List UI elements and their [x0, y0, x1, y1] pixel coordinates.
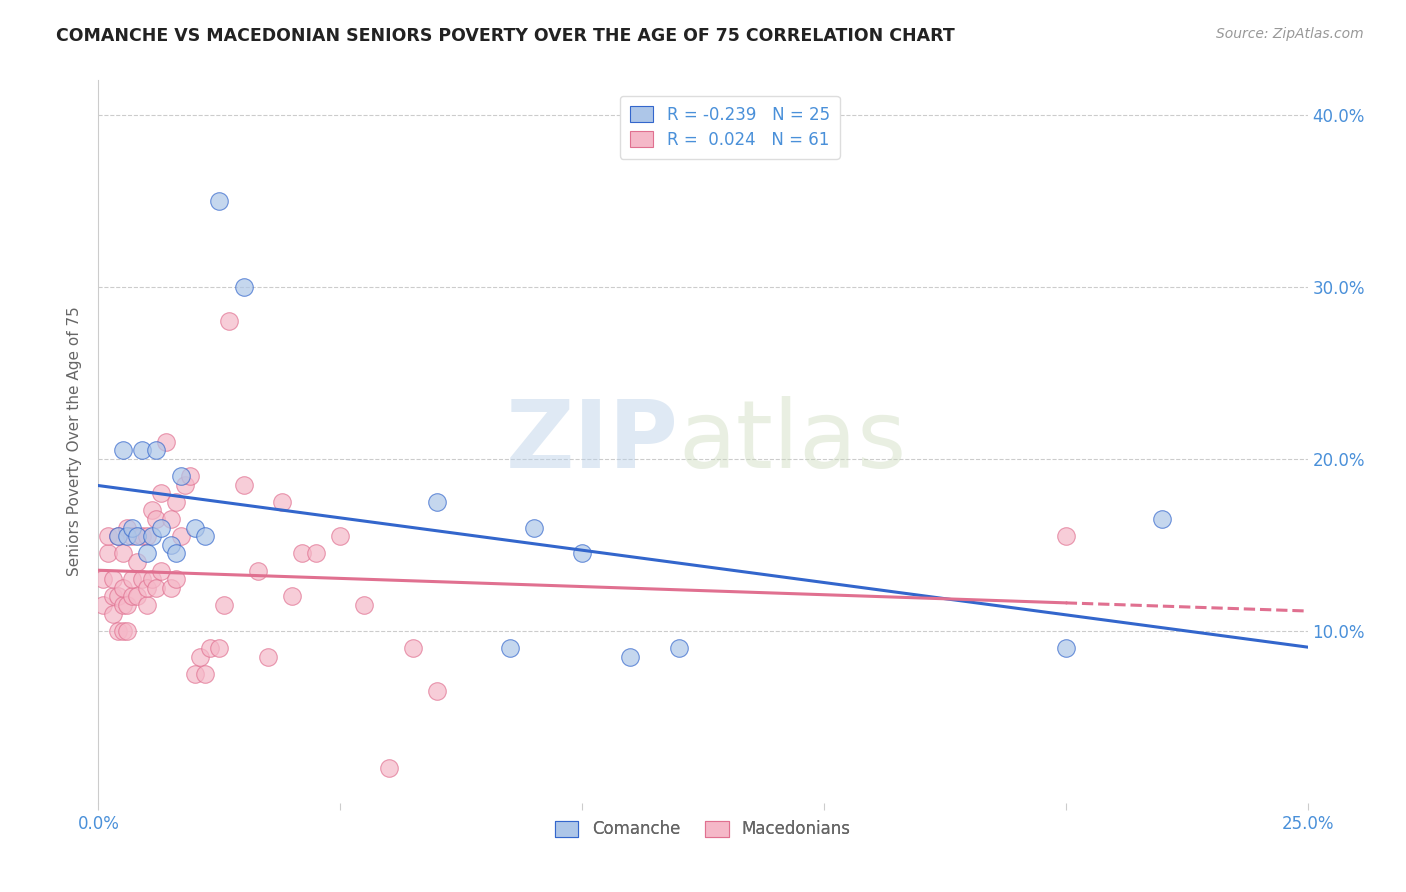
Point [212, 598, 235, 612]
Point [111, 443, 134, 458]
Text: atlas: atlas [679, 395, 907, 488]
Point [165, 546, 187, 560]
Point [377, 761, 399, 775]
Text: Source: ZipAtlas.com: Source: ZipAtlas.com [1216, 27, 1364, 41]
Point [150, 486, 173, 500]
Point [91, 572, 114, 586]
Point [127, 555, 149, 569]
Point [117, 520, 139, 534]
Point [145, 581, 167, 595]
Point [160, 581, 183, 595]
Point [426, 684, 449, 698]
Point [145, 512, 167, 526]
Point [150, 520, 173, 534]
Point [97, 529, 120, 543]
Point [107, 624, 129, 638]
Point [107, 590, 129, 604]
Point [426, 494, 449, 508]
Point [117, 624, 139, 638]
Point [353, 598, 375, 612]
Point [127, 529, 149, 543]
Point [523, 520, 546, 534]
Point [169, 529, 191, 543]
Point [1152, 512, 1174, 526]
Point [160, 512, 183, 526]
Point [169, 469, 191, 483]
Point [111, 598, 134, 612]
Point [498, 640, 520, 655]
Point [194, 666, 217, 681]
Legend: Comanche, Macedonians: Comanche, Macedonians [548, 814, 858, 845]
Point [198, 640, 221, 655]
Y-axis label: Seniors Poverty Over the Age of 75: Seniors Poverty Over the Age of 75 [67, 307, 83, 576]
Point [290, 546, 312, 560]
Point [131, 443, 153, 458]
Point [1054, 640, 1077, 655]
Point [188, 649, 211, 664]
Point [165, 494, 187, 508]
Point [184, 520, 207, 534]
Point [117, 598, 139, 612]
Point [107, 529, 129, 543]
Point [305, 546, 328, 560]
Point [256, 649, 278, 664]
Point [1054, 529, 1077, 543]
Point [141, 529, 163, 543]
Point [329, 529, 352, 543]
Point [101, 607, 124, 621]
Point [571, 546, 593, 560]
Point [174, 477, 197, 491]
Point [179, 469, 201, 483]
Point [107, 529, 129, 543]
Point [127, 590, 149, 604]
Point [101, 572, 124, 586]
Point [165, 572, 187, 586]
Point [121, 529, 143, 543]
Point [218, 314, 240, 328]
Point [111, 581, 134, 595]
Point [135, 581, 157, 595]
Point [91, 598, 114, 612]
Point [184, 666, 207, 681]
Point [208, 194, 231, 208]
Point [208, 640, 231, 655]
Point [131, 572, 153, 586]
Point [619, 649, 641, 664]
Point [160, 538, 183, 552]
Point [97, 546, 120, 560]
Point [194, 529, 217, 543]
Point [145, 443, 167, 458]
Point [101, 590, 124, 604]
Point [141, 503, 163, 517]
Point [131, 529, 153, 543]
Point [117, 529, 139, 543]
Point [232, 279, 254, 293]
Point [271, 494, 294, 508]
Point [121, 572, 143, 586]
Point [135, 546, 157, 560]
Point [121, 590, 143, 604]
Point [121, 520, 143, 534]
Point [135, 598, 157, 612]
Point [668, 640, 690, 655]
Point [247, 564, 270, 578]
Text: ZIP: ZIP [506, 395, 679, 488]
Point [281, 590, 304, 604]
Point [155, 434, 177, 449]
Point [402, 640, 425, 655]
Text: COMANCHE VS MACEDONIAN SENIORS POVERTY OVER THE AGE OF 75 CORRELATION CHART: COMANCHE VS MACEDONIAN SENIORS POVERTY O… [56, 27, 955, 45]
Point [135, 529, 157, 543]
Point [232, 477, 254, 491]
Point [150, 564, 173, 578]
Point [111, 546, 134, 560]
Point [111, 624, 134, 638]
Point [141, 572, 163, 586]
